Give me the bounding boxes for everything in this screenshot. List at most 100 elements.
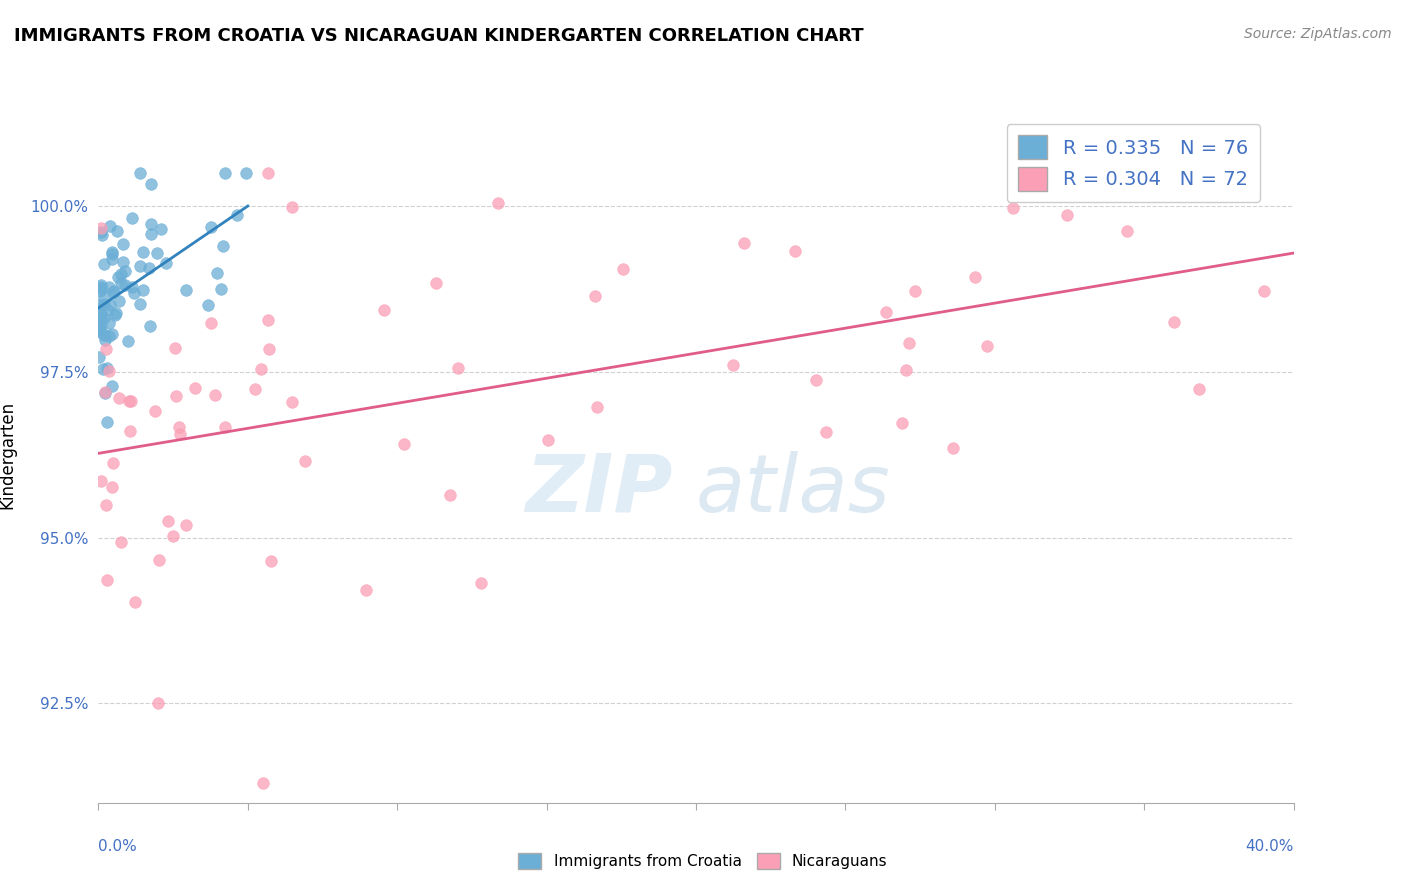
Point (896, 362, 918, 376)
Point (783, 244, 806, 258)
Point (897, 336, 920, 351)
Point (942, 441, 965, 455)
Point (257, 312, 280, 326)
Point (108, 293, 131, 308)
Point (260, 554, 283, 568)
Point (200, 220, 222, 235)
Point (1188, 383, 1211, 397)
Point (212, 239, 235, 253)
Text: Source: ZipAtlas.com: Source: ZipAtlas.com (1244, 27, 1392, 41)
Legend: R = 0.335   N = 76, R = 0.304   N = 72: R = 0.335 N = 76, R = 0.304 N = 72 (1007, 124, 1260, 202)
Point (373, 303, 395, 318)
Point (96, 360, 118, 375)
Point (90, 226, 112, 240)
Point (90, 228, 112, 243)
Text: 40.0%: 40.0% (1246, 839, 1294, 855)
Point (87, 301, 110, 316)
Point (98, 328, 121, 343)
Point (105, 224, 128, 238)
Point (139, 177, 162, 191)
Point (904, 284, 927, 298)
Point (94, 342, 117, 356)
Point (96, 302, 118, 317)
Point (733, 236, 755, 251)
Point (93, 291, 115, 305)
Point (94, 386, 117, 401)
Point (132, 245, 155, 260)
Point (108, 392, 131, 406)
Point (814, 425, 837, 440)
Point (89, 321, 111, 335)
Point (1232, 166, 1254, 180)
Point (101, 244, 124, 259)
Point (259, 342, 281, 356)
Point (235, 166, 257, 180)
Point (204, 388, 226, 402)
Point (89, 284, 111, 298)
Point (875, 305, 897, 319)
Point (97, 280, 120, 294)
Point (167, 420, 190, 434)
Point (103, 284, 125, 298)
Point (89, 313, 111, 327)
Point (537, 433, 560, 447)
Point (214, 166, 236, 180)
Point (138, 260, 160, 275)
Point (806, 373, 828, 387)
Point (96, 415, 118, 429)
Point (90, 311, 112, 326)
Point (98, 364, 121, 378)
Point (965, 269, 987, 284)
Point (143, 404, 166, 418)
Point (98, 298, 121, 312)
Point (89, 323, 111, 337)
Point (176, 283, 198, 297)
Point (162, 529, 184, 543)
Text: ZIP: ZIP (524, 450, 672, 529)
Point (101, 378, 124, 392)
Point (118, 393, 141, 408)
Point (197, 297, 219, 311)
Point (100, 480, 122, 494)
Point (124, 594, 146, 608)
Point (90, 474, 112, 488)
Point (96, 574, 118, 588)
Point (90, 282, 112, 296)
Point (205, 266, 228, 280)
Point (117, 334, 139, 349)
Point (124, 285, 146, 300)
Point (91, 361, 114, 376)
Point (392, 437, 415, 451)
Point (93, 327, 115, 342)
Point (976, 339, 998, 353)
Point (101, 327, 124, 342)
Point (90, 280, 112, 294)
Point (101, 456, 124, 470)
Point (129, 297, 152, 311)
Point (174, 517, 197, 532)
Point (169, 426, 191, 441)
Point (148, 553, 170, 567)
Point (94, 385, 117, 400)
Point (1253, 285, 1275, 299)
Point (112, 255, 135, 269)
Point (165, 341, 187, 355)
Point (1115, 224, 1137, 238)
Point (1216, 166, 1239, 180)
Point (104, 308, 127, 322)
Legend: Immigrants from Croatia, Nicaraguans: Immigrants from Croatia, Nicaraguans (512, 847, 894, 875)
Point (612, 261, 634, 276)
Point (93, 297, 115, 311)
Point (1056, 208, 1078, 222)
Point (96, 498, 118, 512)
Point (252, 776, 274, 790)
Point (586, 400, 609, 414)
Point (280, 200, 302, 214)
Point (110, 267, 132, 281)
Point (294, 454, 316, 468)
Point (90, 220, 112, 235)
Point (1002, 201, 1025, 215)
Point (128, 166, 150, 180)
Point (132, 283, 155, 297)
Point (139, 318, 162, 333)
